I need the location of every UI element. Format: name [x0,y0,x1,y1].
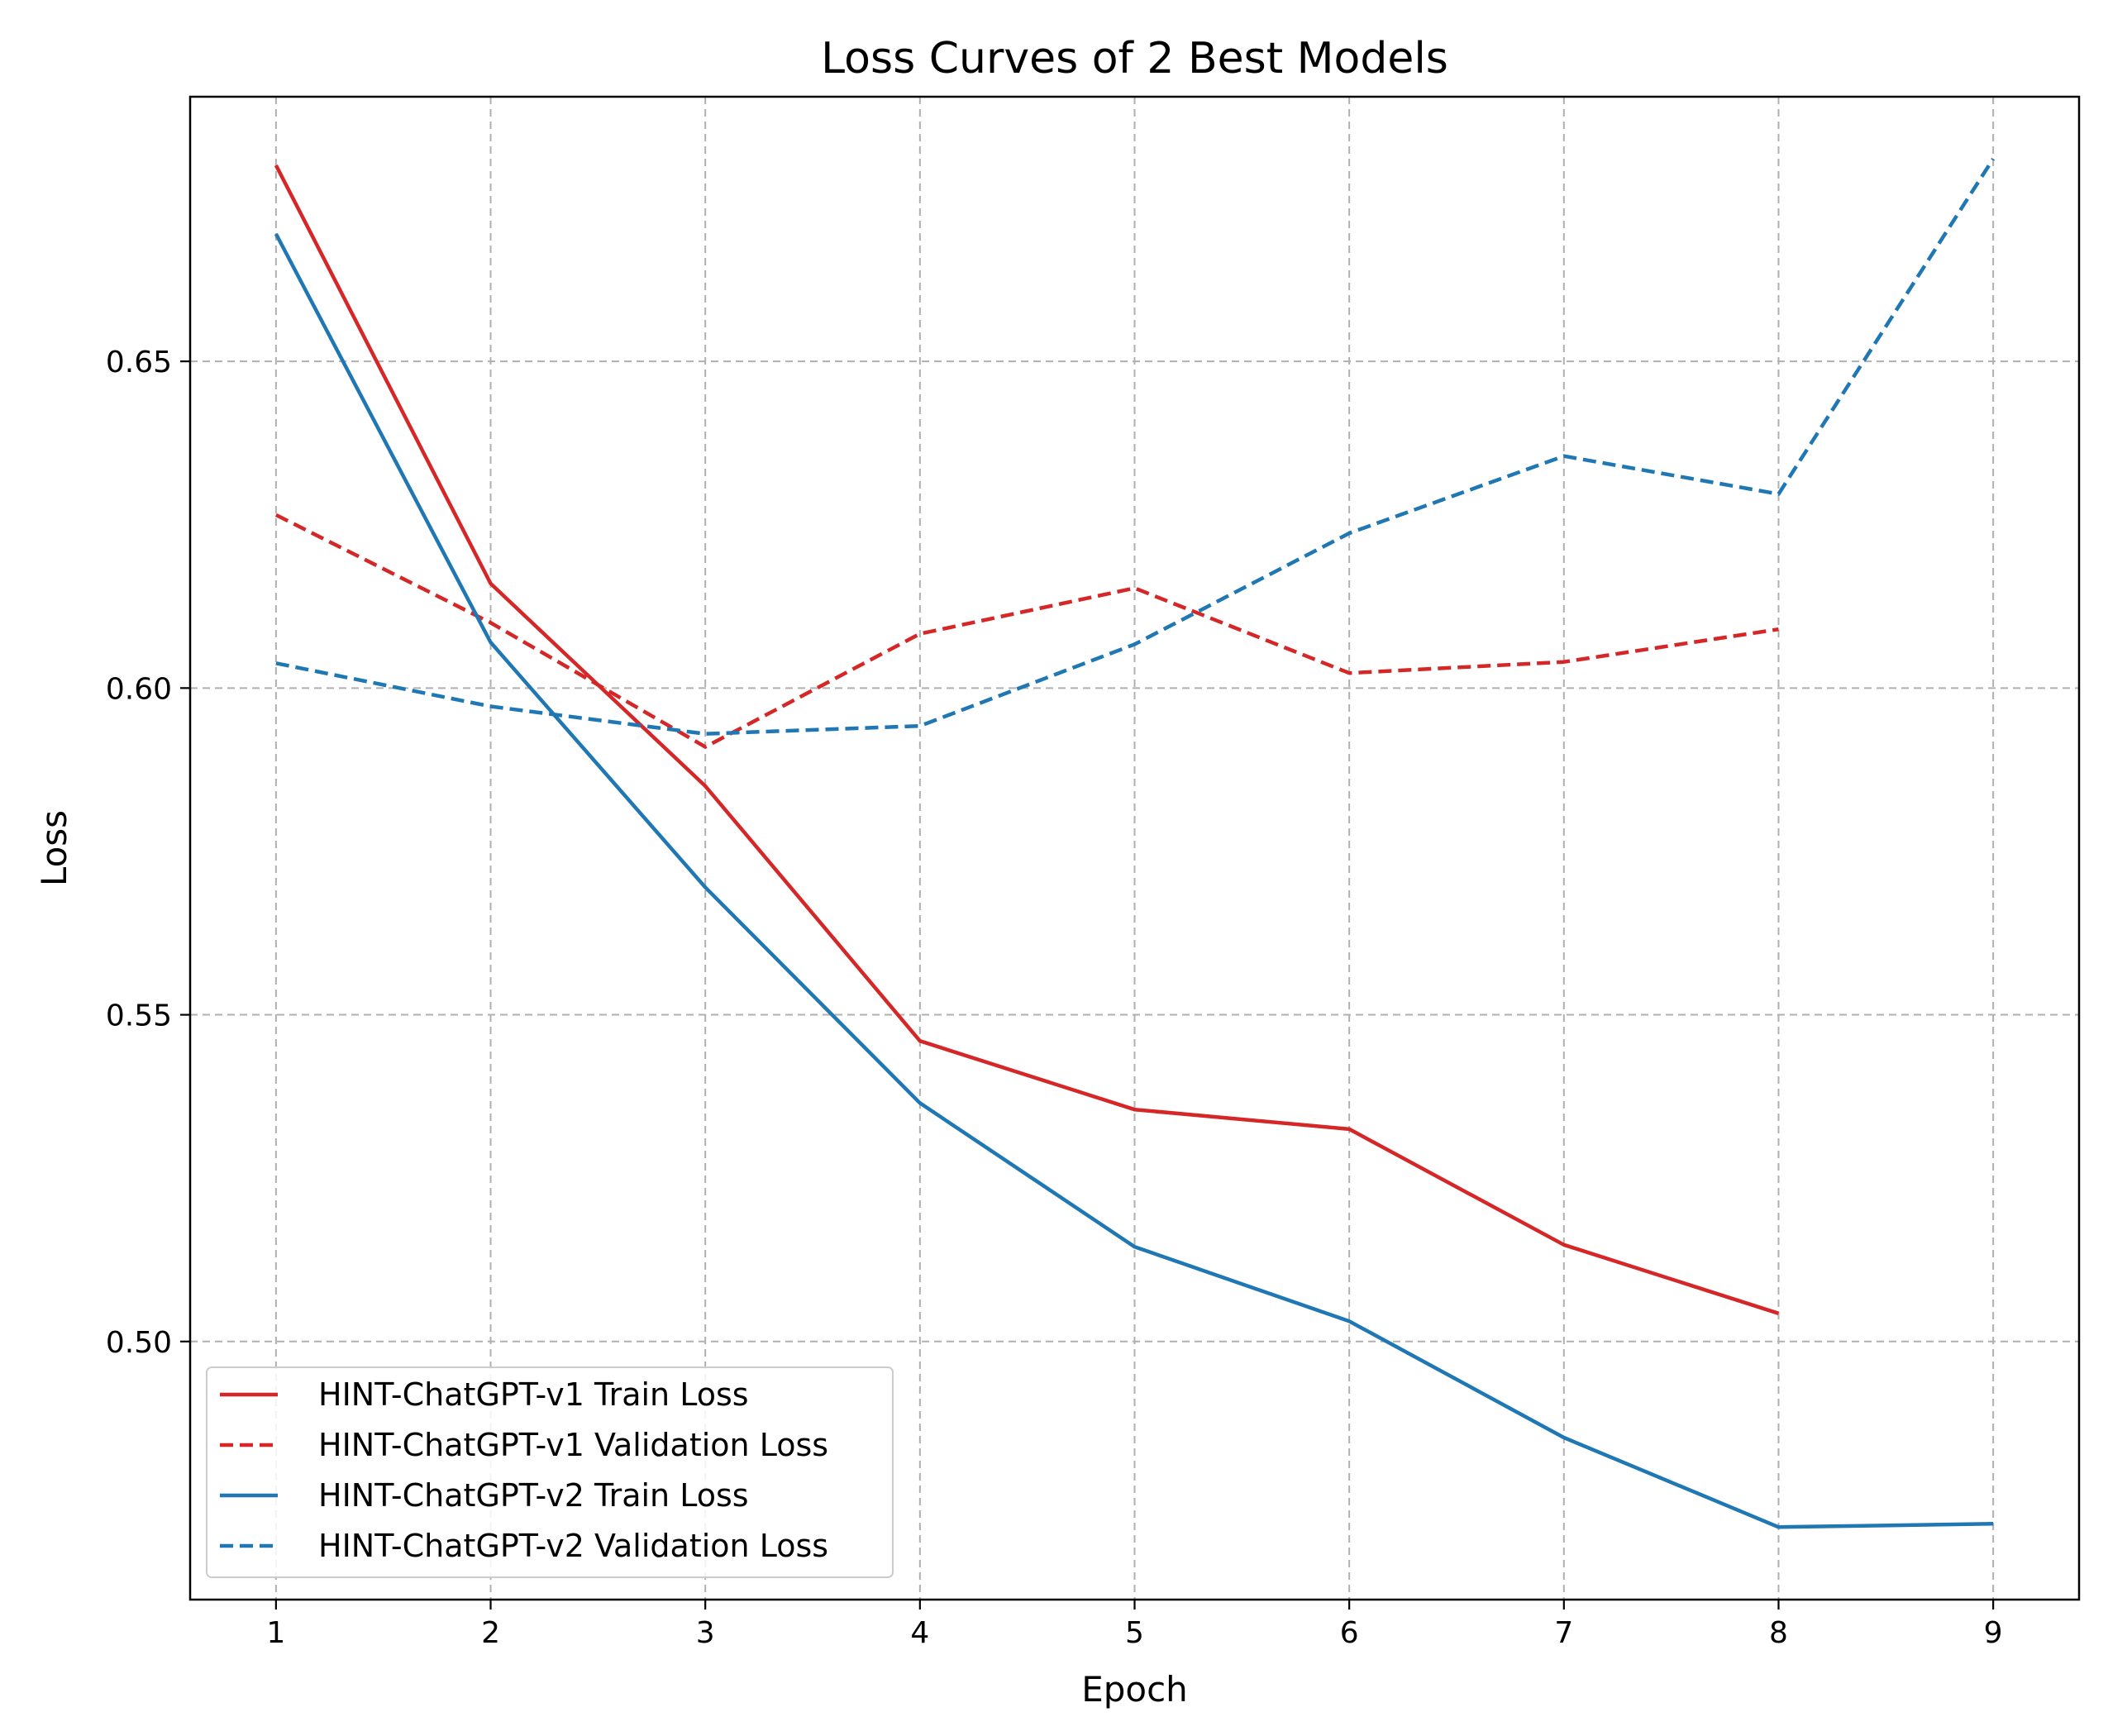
x-tick-label: 3 [696,1616,715,1650]
axis-ticks: 1 2 3 4 5 6 7 8 9 0.50 0.55 0.60 0.65 [106,346,2003,1650]
series-lines [274,157,1995,1529]
legend-label: HINT-ChatGPT-v2 Train Loss [318,1477,749,1514]
series-line-3 [274,232,1994,1529]
series-line-2 [274,513,1779,749]
y-tick-label: 0.65 [106,346,172,379]
y-tick-label: 0.55 [106,999,172,1033]
x-tick-label: 4 [910,1616,929,1650]
series-line-4 [275,157,1995,736]
y-axis-label: Loss [34,810,74,886]
legend: HINT-ChatGPT-v1 Train Loss HINT-ChatGPT-v… [206,1366,894,1578]
legend-label: HINT-ChatGPT-v1 Validation Loss [318,1427,828,1463]
legend-label: HINT-ChatGPT-v2 Validation Loss [318,1528,828,1564]
legend-box [206,1366,894,1578]
x-tick-label: 6 [1340,1616,1359,1650]
x-tick-label: 2 [481,1616,500,1650]
x-tick-label: 5 [1125,1616,1144,1650]
y-tick-label: 0.50 [106,1326,172,1360]
x-tick-label: 8 [1769,1616,1788,1650]
x-tick-label: 7 [1554,1616,1573,1650]
chart-title: Loss Curves of 2 Best Models [821,34,1448,83]
grid [190,97,2079,1600]
x-tick-label: 9 [1984,1616,2003,1650]
y-tick-label: 0.60 [106,672,172,706]
x-tick-label: 1 [266,1616,285,1650]
series-line-1 [274,164,1780,1315]
legend-label: HINT-ChatGPT-v1 Train Loss [318,1376,749,1413]
x-axis-label: Epoch [1081,1669,1188,1710]
